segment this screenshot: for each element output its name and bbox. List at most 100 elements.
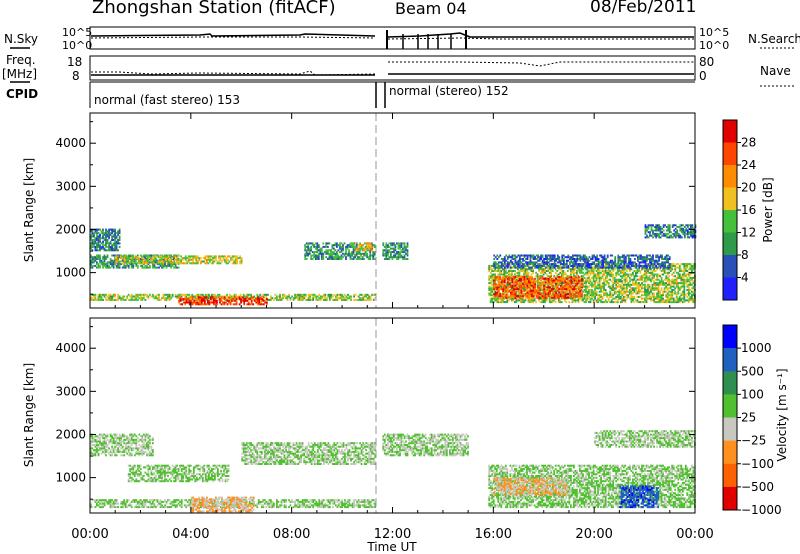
freq-strip: 18 8 80 0 (67, 55, 714, 83)
power-cell (336, 293, 339, 296)
power-cell (595, 287, 598, 290)
power-cell (397, 252, 400, 255)
power-cell (311, 251, 314, 254)
power-cell (100, 237, 103, 240)
power-cell (231, 258, 234, 261)
power-cell (555, 286, 558, 289)
power-cell (372, 258, 375, 260)
power-cell (374, 297, 377, 300)
power-cell (340, 249, 343, 252)
power-cell (369, 254, 372, 257)
power-cell (277, 298, 280, 301)
power-cell (204, 257, 207, 260)
power-cell (645, 271, 648, 274)
power-cell (212, 262, 214, 265)
power-cell (298, 295, 301, 298)
power-cell (514, 270, 516, 272)
power-cell (127, 266, 130, 269)
power-cell (121, 298, 124, 301)
power-cell (603, 294, 605, 297)
power-cell (97, 237, 100, 240)
power-cell (538, 268, 540, 271)
power-cell (211, 298, 214, 301)
power-cell (604, 275, 607, 278)
power-cell (164, 264, 166, 267)
power-cell (492, 295, 495, 298)
power-cell (624, 290, 627, 293)
power-cell (615, 287, 618, 290)
freq-strip-frame (89, 55, 696, 81)
power-cell (612, 285, 615, 288)
power-cell (135, 263, 138, 266)
power-cell (153, 254, 156, 257)
power-cell (331, 245, 334, 248)
power-cell (162, 266, 165, 269)
power-cell (359, 293, 361, 296)
power-cell (325, 298, 328, 301)
power-cell (651, 299, 654, 302)
power-cell (106, 245, 109, 248)
power-cell (91, 239, 94, 241)
power-cell (663, 282, 666, 285)
power-cell (202, 299, 205, 302)
power-cell (557, 273, 560, 276)
power-cell (517, 275, 519, 278)
power-cell (548, 263, 551, 266)
power-cell (514, 264, 517, 267)
power-cell (303, 295, 306, 298)
power-cell (316, 258, 319, 260)
power-cell (640, 264, 642, 267)
power-cell (112, 261, 115, 264)
power-cell (115, 242, 118, 245)
power-cell (108, 298, 110, 301)
power-cell (644, 290, 646, 293)
power-cell (592, 266, 595, 269)
power-cell (328, 249, 331, 252)
power-cell (117, 263, 119, 266)
power-cell (106, 298, 109, 301)
power-cell (179, 299, 182, 302)
power-cell (122, 255, 125, 258)
power-cell (105, 258, 107, 260)
power-cell (638, 292, 640, 295)
power-cell (629, 289, 631, 291)
power-cell (142, 297, 145, 300)
power-cell (567, 296, 570, 299)
power-cell (603, 270, 605, 272)
power-cell (90, 256, 92, 259)
power-cell (313, 256, 316, 259)
power-cell (663, 278, 666, 281)
power-cell (239, 255, 241, 258)
power-cell (506, 281, 509, 284)
power-cell (625, 294, 628, 297)
power-cell (501, 273, 504, 276)
power-cell (356, 298, 358, 301)
power-cell (192, 255, 195, 258)
power-cell (198, 258, 201, 261)
power-cell (99, 261, 101, 264)
power-cell (258, 301, 261, 304)
power-cell (588, 271, 590, 274)
power-cell (506, 277, 509, 280)
noise-sky-line-2 (387, 32, 694, 38)
power-cell (227, 258, 229, 261)
power-cell (259, 293, 262, 296)
power-cell (315, 295, 318, 298)
power-cell (191, 293, 194, 296)
power-cell (256, 293, 259, 296)
power-cell (491, 297, 494, 300)
power-cell (123, 259, 126, 262)
power-cell (362, 297, 365, 300)
power-cell (497, 297, 500, 300)
power-cell (330, 256, 332, 259)
power-cell (154, 255, 157, 258)
power-cell (339, 244, 341, 247)
power-cell (406, 245, 409, 248)
power-cell (541, 299, 543, 302)
power-cell (359, 244, 361, 247)
power-cell (368, 247, 371, 250)
power-cell (621, 275, 624, 278)
power-cell (338, 293, 340, 296)
power-cell (583, 297, 586, 300)
power-cell (604, 283, 607, 286)
